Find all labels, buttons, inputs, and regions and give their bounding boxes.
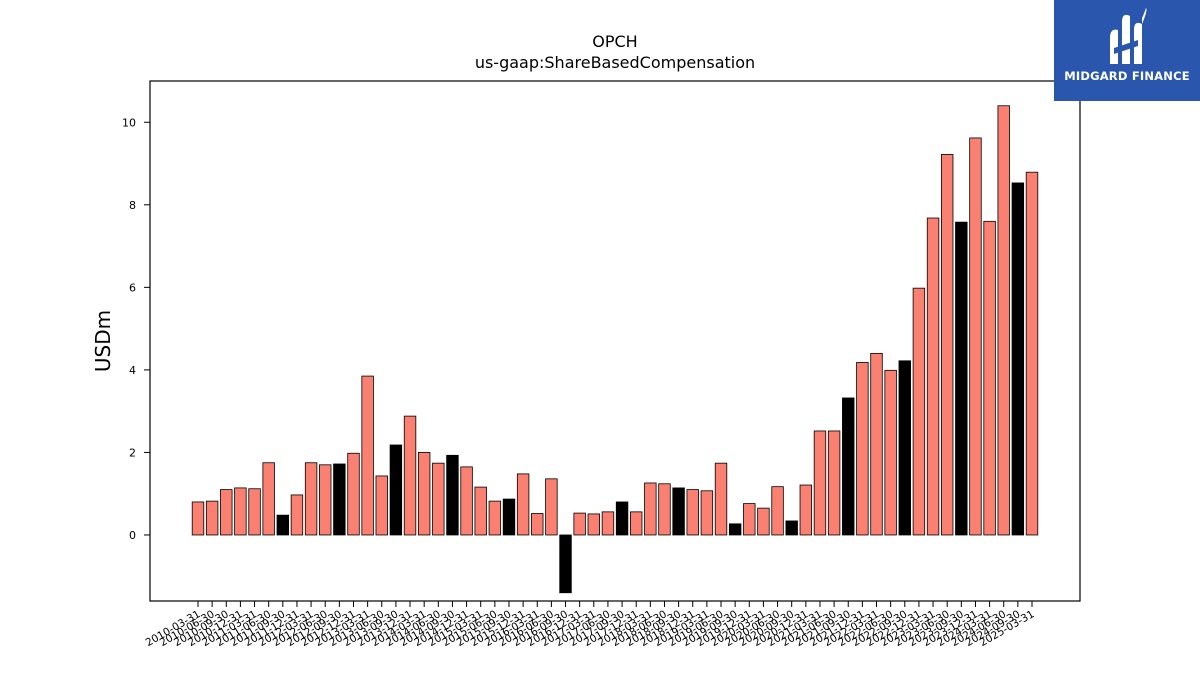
bar-2020-06-30 bbox=[771, 486, 784, 536]
bar-2018-06-30 bbox=[658, 483, 671, 536]
y-tick-label: 10 bbox=[122, 116, 136, 129]
bar-2015-09-30 bbox=[502, 498, 516, 536]
bar-2020-09-30 bbox=[785, 520, 798, 536]
bar-2014-03-31 bbox=[417, 452, 431, 536]
midgard-logo-icon bbox=[1110, 8, 1147, 64]
x-axis: 2010-03-312010-06-302010-09-302010-12-31… bbox=[144, 601, 1037, 649]
plot-frame bbox=[149, 80, 1081, 602]
y-tick-label: 2 bbox=[129, 446, 136, 459]
bar-2017-09-30 bbox=[615, 501, 629, 536]
bar-2011-12-31 bbox=[290, 494, 304, 536]
bar-2023-03-31 bbox=[926, 217, 940, 536]
bar-2023-06-30 bbox=[940, 154, 954, 536]
bar-2018-09-30 bbox=[672, 487, 685, 536]
bar-2017-03-31 bbox=[587, 513, 600, 536]
bar-2015-12-31 bbox=[516, 473, 530, 536]
bar-2012-06-30 bbox=[319, 464, 332, 536]
bar-2018-03-31 bbox=[644, 482, 657, 536]
bar-2012-12-31 bbox=[347, 452, 360, 536]
bar-2013-12-31 bbox=[403, 415, 417, 536]
bar-2014-12-31 bbox=[460, 466, 473, 536]
bar-2010-12-31 bbox=[234, 487, 247, 536]
bar-2013-03-31 bbox=[361, 375, 374, 536]
bar-2025-03-31 bbox=[1025, 171, 1039, 536]
bars-layer bbox=[191, 105, 1039, 594]
bar-2023-12-31 bbox=[969, 137, 982, 536]
bar-2024-06-30 bbox=[997, 105, 1010, 536]
bar-2022-06-30 bbox=[884, 369, 897, 536]
bar-2016-09-30 bbox=[559, 534, 572, 594]
y-tick-label: 6 bbox=[129, 281, 136, 294]
chart-subtitle: us-gaap:ShareBasedCompensation bbox=[474, 53, 756, 72]
bar-2016-12-31 bbox=[573, 512, 586, 536]
y-tick-label: 8 bbox=[129, 199, 136, 212]
y-axis: 0 2 4 6 8 10 bbox=[122, 116, 150, 542]
bar-2010-09-30 bbox=[220, 489, 233, 536]
bar-2014-09-30 bbox=[446, 454, 459, 536]
bar-2022-09-30 bbox=[898, 360, 911, 536]
bar-2019-06-30 bbox=[714, 462, 728, 536]
bar-2024-09-30 bbox=[1011, 182, 1025, 536]
midgard-finance-logo: MIDGARD FINANCE bbox=[1054, 0, 1200, 101]
bar-2020-03-31 bbox=[757, 507, 770, 536]
y-tick-label: 4 bbox=[129, 364, 136, 377]
logo-text: MIDGARD FINANCE bbox=[1064, 69, 1190, 83]
bar-2021-03-31 bbox=[813, 430, 827, 536]
bar-2016-03-31 bbox=[531, 513, 544, 536]
bar-2010-06-30 bbox=[205, 500, 219, 536]
bar-2019-12-31 bbox=[743, 503, 756, 536]
bar-2010-03-31 bbox=[191, 501, 205, 536]
bar-2018-12-31 bbox=[686, 489, 699, 536]
bar-2014-06-30 bbox=[432, 462, 445, 536]
bar-2015-06-30 bbox=[488, 500, 502, 536]
bar-2017-06-30 bbox=[601, 511, 615, 536]
bar-2021-12-31 bbox=[856, 362, 869, 536]
bar-2012-09-30 bbox=[333, 463, 346, 536]
bar-2013-06-30 bbox=[375, 475, 388, 536]
bar-2022-12-31 bbox=[912, 287, 926, 536]
bar-2021-06-30 bbox=[827, 430, 841, 536]
bar-2015-03-31 bbox=[474, 486, 487, 536]
bar-2013-09-30 bbox=[389, 444, 403, 536]
bar-2024-03-31 bbox=[983, 220, 996, 536]
bar-2011-03-31 bbox=[248, 488, 261, 536]
bar-2017-12-31 bbox=[630, 511, 643, 536]
bar-2016-06-30 bbox=[545, 478, 558, 536]
chart-title: OPCH bbox=[592, 32, 638, 51]
y-axis-label: USDm bbox=[91, 310, 115, 372]
bar-2012-03-31 bbox=[304, 462, 318, 536]
bar-2011-09-30 bbox=[276, 514, 290, 536]
bar-2022-03-31 bbox=[870, 352, 883, 536]
bar-2020-12-31 bbox=[799, 484, 813, 536]
bar-2019-09-30 bbox=[728, 523, 742, 536]
bar-2023-09-30 bbox=[955, 221, 968, 536]
bar-2011-06-30 bbox=[262, 462, 275, 536]
bar-2021-09-30 bbox=[842, 397, 855, 536]
bar-2019-03-31 bbox=[700, 490, 714, 536]
y-tick-label: 0 bbox=[129, 529, 136, 542]
